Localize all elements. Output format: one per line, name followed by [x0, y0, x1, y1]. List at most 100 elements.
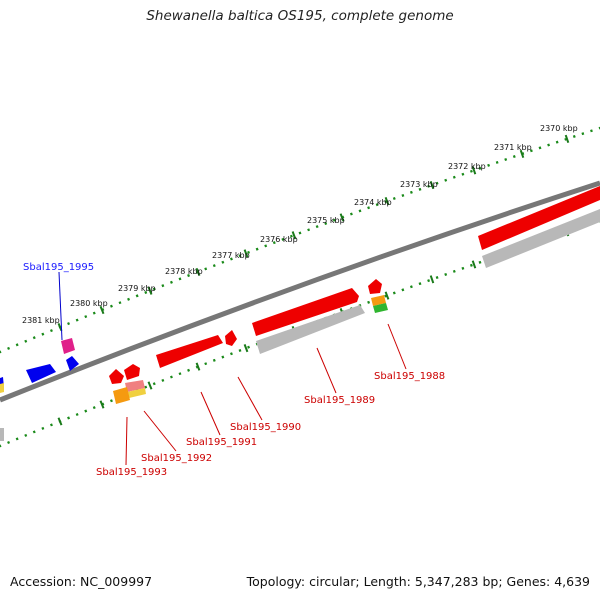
- scale-major-tick: [339, 213, 345, 222]
- scale-tick: [152, 287, 156, 291]
- scale-tick: [469, 263, 473, 267]
- gene-label-1993[interactable]: Sbal195_1993: [96, 467, 167, 478]
- connector-1992: [143, 410, 177, 452]
- scale-tick: [392, 291, 396, 295]
- scale-tick: [272, 241, 276, 245]
- scale-tick: [384, 294, 388, 298]
- gene-feature[interactable]: [61, 338, 75, 354]
- scale-label: 2373 kbp: [400, 180, 438, 189]
- scale-tick: [401, 288, 405, 292]
- scale-tick: [161, 284, 165, 288]
- gene-label-1991[interactable]: Sbal195_1991: [186, 437, 257, 448]
- connector-1993: [125, 416, 128, 466]
- scale-major-tick: [147, 381, 153, 390]
- scale-tick: [418, 187, 422, 191]
- gene-feature[interactable]: [26, 364, 56, 383]
- scale-tick: [118, 301, 122, 305]
- connector-1991: [200, 391, 221, 436]
- gene-feature[interactable]: [113, 387, 130, 404]
- scale-tick: [572, 134, 576, 138]
- scale-tick: [427, 184, 431, 188]
- scale-tick: [529, 149, 533, 153]
- scale-tick: [427, 279, 431, 283]
- scale-tick: [7, 440, 11, 445]
- scale-major-tick: [99, 400, 105, 409]
- scale-tick: [418, 282, 422, 286]
- scale-major-tick: [384, 196, 390, 206]
- scale-major-tick: [57, 323, 63, 332]
- gene-feature[interactable]: [127, 388, 146, 398]
- scale-major-tick: [291, 231, 297, 240]
- scale-tick: [32, 430, 36, 434]
- scale-major-tick: [195, 362, 201, 371]
- scale-tick: [41, 332, 45, 336]
- scale-tick: [247, 345, 251, 349]
- scale-tick: [358, 209, 362, 213]
- scale-tick: [92, 311, 96, 315]
- scale-tick: [487, 163, 491, 167]
- scale-tick: [187, 368, 191, 372]
- scale-tick: [289, 234, 293, 238]
- gene-feature[interactable]: [368, 279, 382, 294]
- gene-label-1988[interactable]: Sbal195_1988: [374, 371, 445, 382]
- connector-1995: [58, 271, 63, 341]
- scale-major-tick: [564, 134, 570, 144]
- scale-tick: [229, 257, 233, 261]
- scale-tick: [204, 267, 208, 271]
- scale-tick: [452, 269, 456, 273]
- scale-tick: [435, 276, 439, 280]
- genome-backbone: [0, 180, 600, 403]
- scale-tick: [212, 264, 216, 268]
- gene-feature[interactable]: [0, 383, 4, 393]
- gene-feature[interactable]: [482, 209, 600, 268]
- gene-feature[interactable]: [371, 295, 386, 306]
- gene-feature[interactable]: [373, 303, 388, 313]
- gene-label-1990[interactable]: Sbal195_1990: [230, 422, 301, 433]
- gene-feature[interactable]: [66, 356, 79, 371]
- scale-tick: [109, 304, 113, 308]
- scale-tick: [109, 399, 113, 403]
- gene-feature[interactable]: [109, 369, 124, 384]
- scale-tick: [135, 294, 139, 298]
- scale-tick: [324, 221, 328, 225]
- gene-feature[interactable]: [0, 428, 4, 441]
- scale-tick: [444, 272, 448, 276]
- scale-labels: 2370 kbp 2371 kbp 2372 kbp 2373 kbp 2374 kbp…: [22, 124, 578, 325]
- genome-summary-text: Topology: circular; Length: 5,347,283 bp…: [246, 574, 590, 589]
- other-genes: [0, 295, 388, 404]
- scale-tick: [478, 260, 482, 264]
- gene-label-1992[interactable]: Sbal195_1992: [141, 453, 212, 464]
- scale-tick: [238, 349, 242, 352]
- gene-label-1995[interactable]: Sbal195_1995: [23, 262, 94, 273]
- scale-tick: [152, 382, 156, 386]
- gene-feature[interactable]: [256, 305, 365, 354]
- scale-tick: [581, 132, 585, 136]
- scale-tick: [67, 322, 71, 326]
- gene-feature[interactable]: [252, 288, 359, 336]
- gene-feature[interactable]: [225, 330, 237, 346]
- scale-tick: [161, 378, 165, 382]
- scale-tick: [512, 155, 516, 159]
- scale-tick: [187, 273, 191, 278]
- scale-tick: [229, 352, 233, 356]
- gene-label-1989[interactable]: Sbal195_1989: [304, 395, 375, 406]
- scale-tick: [24, 339, 28, 343]
- connector-1989: [316, 347, 337, 394]
- scale-tick: [461, 172, 465, 176]
- connector-1988: [387, 323, 407, 370]
- scale-tick: [367, 300, 371, 304]
- accession-text: Accession: NC_009997: [10, 574, 153, 589]
- scale-tick: [555, 140, 559, 144]
- gene-labels: Sbal195_1995 Sbal195_1988 Sbal195_1989 S…: [23, 262, 445, 478]
- scale-label: 2371 kbp: [494, 143, 532, 152]
- gene-feature[interactable]: [125, 380, 145, 392]
- scale-tick: [435, 181, 439, 185]
- gene-feature[interactable]: [478, 186, 600, 250]
- scale-tick: [264, 244, 268, 248]
- scale-label: 2372 kbp: [448, 162, 486, 171]
- scale-tick: [0, 444, 2, 448]
- gene-feature[interactable]: [156, 335, 223, 368]
- scale-tick: [409, 285, 413, 289]
- gene-feature[interactable]: [124, 364, 140, 380]
